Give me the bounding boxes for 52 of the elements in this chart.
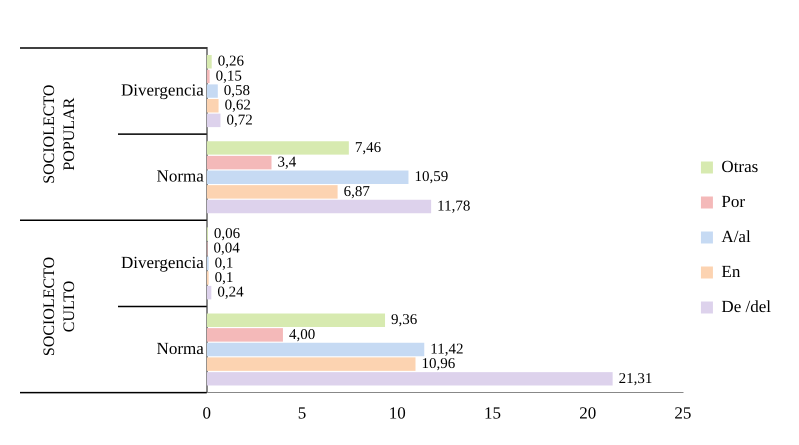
y-tick-label: Norma: [156, 338, 204, 358]
bar: [206, 313, 386, 327]
data-label: 0,06: [214, 226, 241, 242]
x-tick-label: 10: [388, 403, 406, 422]
data-label: 3,4: [278, 154, 297, 171]
data-label: 0,24: [217, 284, 244, 301]
data-label: 9,36: [391, 312, 418, 328]
data-label: 0,26: [218, 54, 244, 70]
bar: [206, 357, 416, 371]
data-label: 11,42: [430, 341, 464, 358]
legend-label: En: [721, 262, 741, 281]
x-tick-label: 20: [579, 403, 596, 422]
x-tick-label: 5: [298, 403, 306, 422]
data-label: 7,46: [354, 140, 382, 156]
legend-label: Otras: [721, 156, 758, 176]
data-label: 0,1: [214, 255, 234, 272]
text: SOCIOLECTO CULTO: [41, 256, 78, 356]
data-label: 21,31: [618, 370, 652, 387]
data-label: 4,00: [288, 326, 316, 343]
bar: [206, 84, 218, 98]
bar: [206, 170, 408, 184]
data-label: 10,59: [414, 169, 448, 186]
data-label: 0,1: [214, 270, 234, 286]
data-label: 0,15: [216, 68, 242, 84]
x-tick-label: 15: [484, 403, 501, 422]
bar: [206, 286, 212, 300]
bar: [206, 328, 283, 342]
bar: [206, 200, 432, 214]
bar: [206, 98, 219, 112]
text: SOCIOLECTO POPULAR: [41, 84, 78, 184]
data-label: 6,87: [344, 184, 370, 200]
data-label: 0,72: [226, 112, 253, 128]
bar: [206, 372, 613, 386]
data-label: 0,04: [214, 240, 240, 257]
legend-label: De /del: [721, 296, 772, 316]
y-tick-label: Norma: [156, 166, 204, 186]
x-tick-label: 25: [674, 403, 692, 422]
y-tick-label: Divergencia: [120, 80, 204, 100]
bar: [206, 114, 220, 128]
data-label: 11,78: [437, 198, 470, 214]
data-label: 0,62: [224, 98, 251, 114]
data-label: 10,96: [422, 356, 456, 372]
bar: [206, 156, 272, 170]
bar: [206, 55, 212, 69]
bar: [206, 342, 424, 356]
bar: [206, 185, 338, 199]
bar: [206, 141, 349, 155]
x-tick-label: 0: [202, 403, 212, 422]
y-tick-label: Divergencia: [120, 252, 204, 272]
data-label: 0,58: [224, 83, 250, 100]
legend-label: A/al: [721, 226, 751, 246]
legend-label: Por: [721, 192, 746, 211]
